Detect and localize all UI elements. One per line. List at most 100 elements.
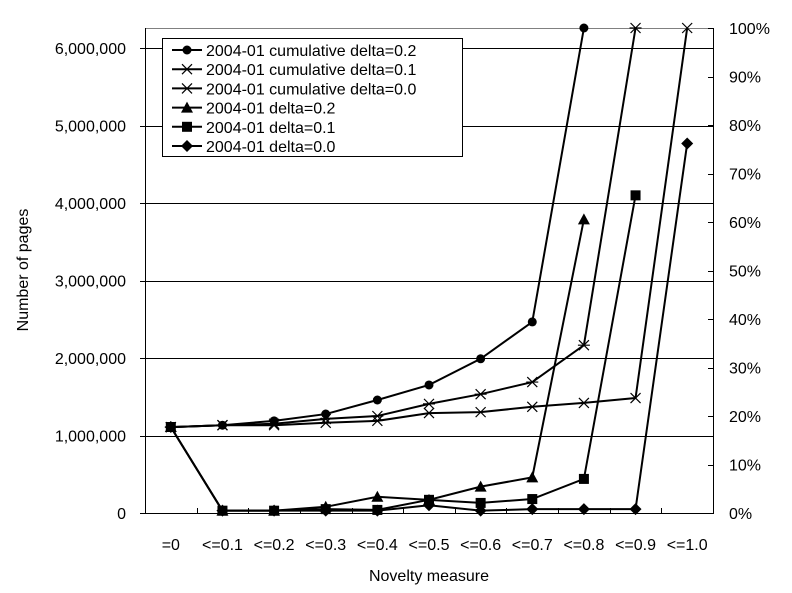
- legend-label: 2004-01 cumulative delta=0.1: [206, 62, 416, 79]
- triangle-marker-icon: [371, 490, 384, 502]
- x-tick-label: <=1.0: [667, 537, 708, 554]
- y2-tick-label: 70%: [729, 167, 761, 184]
- legend-label: 2004-01 cumulative delta=0.2: [206, 43, 416, 60]
- x-tick-label: <=0.6: [460, 537, 501, 554]
- y2-tick-label: 30%: [729, 361, 761, 378]
- y-axis-title: Number of pages: [15, 209, 32, 332]
- star-marker-icon: [423, 398, 435, 410]
- y2-tick-label: 0%: [729, 506, 752, 523]
- legend-label: 2004-01 cumulative delta=0.0: [206, 81, 416, 98]
- legend-label: 2004-01 delta=0.0: [206, 139, 336, 156]
- x-axis-title: Novelty measure: [369, 568, 489, 585]
- x-tick-label: <=0.3: [305, 537, 346, 554]
- series-triangle: [164, 213, 590, 516]
- y2-tick-label: 60%: [729, 215, 761, 232]
- diamond-marker-icon: [474, 504, 487, 517]
- y2-tick-label: 90%: [729, 70, 761, 87]
- y2-tick-label: 100%: [729, 21, 770, 38]
- x-tick-label: <=0.5: [409, 537, 450, 554]
- x-tick-label: <=0.8: [563, 537, 604, 554]
- circle-marker-icon: [372, 395, 382, 405]
- y-tick-label: 4,000,000: [55, 196, 126, 213]
- x-marker-icon: [268, 419, 280, 431]
- x-marker-icon: [217, 419, 228, 431]
- diamond-marker-icon: [577, 503, 590, 516]
- y2-tick-label: 40%: [729, 312, 761, 329]
- diamond-marker-icon: [629, 503, 642, 516]
- diamond-marker-icon: [681, 137, 694, 150]
- x-marker-icon: [181, 82, 193, 94]
- diamond-marker-icon: [319, 504, 332, 517]
- star-marker-icon: [181, 63, 193, 75]
- x-marker-icon: [681, 22, 693, 34]
- y-tick-label: 6,000,000: [55, 41, 126, 58]
- square-marker-icon: [475, 497, 486, 508]
- series-diamond: [164, 137, 694, 517]
- legend-item: 2004-01 delta=0.0: [172, 139, 336, 156]
- legend-item: 2004-01 cumulative delta=0.1: [172, 62, 416, 79]
- square-marker-icon: [527, 494, 538, 505]
- y-tick-label: 1,000,000: [55, 429, 126, 446]
- diamond-marker-icon: [268, 504, 281, 517]
- x-tick-label: <=0.7: [512, 537, 553, 554]
- series-line: [169, 143, 689, 512]
- y2-tick-label: 50%: [729, 264, 761, 281]
- diamond-marker-icon: [423, 499, 435, 512]
- triangle-marker-icon: [181, 101, 193, 113]
- plot-series: [164, 22, 694, 517]
- diamond-marker-icon: [216, 504, 229, 517]
- y2-tick-label: 80%: [729, 118, 761, 135]
- y-tick-label: 5,000,000: [55, 119, 126, 136]
- star-marker-icon: [371, 410, 384, 422]
- diamond-marker-icon: [371, 504, 384, 517]
- legend-item: 2004-01 cumulative delta=0.0: [172, 81, 416, 98]
- y-tick-label: 0: [117, 506, 126, 523]
- triangle-marker-icon: [474, 480, 487, 492]
- diamond-marker-icon: [164, 421, 177, 434]
- x-axis-tick-labels: =0 <=0.1 <=0.2 <=0.3 <=0.4 <=0.5 <=0.6 <=0.7 <=0…: [162, 537, 708, 554]
- x-tick-label: <=0.4: [357, 537, 398, 554]
- y-tick-label: 2,000,000: [55, 351, 126, 368]
- series-line: [169, 195, 637, 512]
- x-marker-icon: [475, 406, 487, 418]
- star-marker-icon: [474, 388, 487, 400]
- legend-box: [162, 38, 463, 157]
- y2-tick-label: 20%: [729, 409, 761, 426]
- diamond-marker-icon: [181, 140, 193, 152]
- x-marker-icon: [630, 392, 641, 404]
- circle-marker-icon: [182, 45, 192, 55]
- diamond-marker-icon: [526, 503, 539, 516]
- triangle-marker-icon: [577, 213, 590, 225]
- y-tick-label: 3,000,000: [55, 274, 126, 291]
- legend-label: 2004-01 delta=0.1: [206, 120, 336, 137]
- star-marker-icon: [268, 418, 281, 430]
- square-marker-icon: [630, 190, 641, 201]
- x-marker-icon: [423, 407, 435, 419]
- x-tick-label: <=0.2: [254, 537, 295, 554]
- x-marker-icon: [371, 415, 383, 427]
- circle-marker-icon: [321, 409, 331, 419]
- circle-marker-icon: [579, 23, 589, 33]
- circle-marker-icon: [476, 354, 486, 364]
- y-axis-tick-labels: 0 1,000,000 2,000,000 3,000,000 4,000,000 5,0…: [55, 41, 126, 523]
- series-square: [165, 190, 641, 516]
- x-tick-label: <=0.1: [202, 537, 243, 554]
- x-marker-icon: [578, 397, 590, 409]
- triangle-marker-icon: [526, 471, 539, 483]
- circle-marker-icon: [527, 317, 537, 327]
- legend-item: 2004-01 cumulative delta=0.2: [172, 43, 416, 60]
- legend-item: 2004-01 delta=0.1: [172, 120, 336, 137]
- y2-tick-label: 10%: [729, 458, 761, 475]
- star-marker-icon: [526, 376, 539, 388]
- legend-label: 2004-01 delta=0.2: [206, 101, 336, 118]
- legend: 2004-01 cumulative delta=0.2 2004-01 cumu…: [162, 38, 463, 157]
- y2-axis-tick-labels: 0% 10% 20% 30% 40% 50% 60% 70% 80% 90% 100%: [729, 21, 770, 523]
- legend-item: 2004-01 delta=0.2: [172, 101, 336, 118]
- star-marker-icon: [577, 339, 590, 351]
- x-tick-label: <=0.9: [615, 537, 656, 554]
- x-marker-icon: [526, 401, 538, 413]
- x-marker-icon: [320, 417, 332, 429]
- square-marker-icon: [578, 473, 589, 484]
- square-marker-icon: [182, 121, 192, 132]
